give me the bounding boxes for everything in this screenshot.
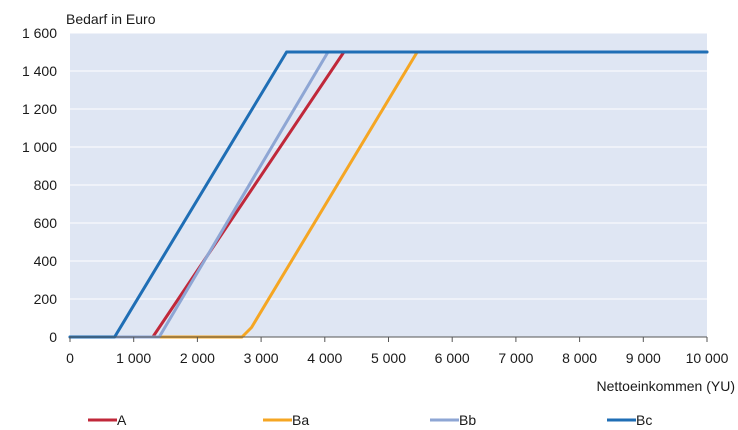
y-axis-tick-labels: 0 200 400 600 800 1 000 1 200 1 400 1 600 bbox=[22, 25, 57, 345]
gridlines bbox=[70, 32, 707, 300]
x-tick-label: 10 000 bbox=[686, 350, 729, 366]
x-tick-label: 3 000 bbox=[244, 350, 279, 366]
y-tick-label: 1 000 bbox=[22, 139, 57, 155]
y-tick-label: 800 bbox=[34, 177, 58, 193]
y-tick-label: 1 600 bbox=[22, 25, 57, 41]
x-axis-title: Nettoeinkommen (YU) bbox=[597, 378, 736, 394]
x-tick-label: 8 000 bbox=[562, 350, 597, 366]
y-tick-label: 400 bbox=[34, 253, 58, 269]
y-tick-label: 1 200 bbox=[22, 101, 57, 117]
legend-label-bb: Bb bbox=[459, 412, 476, 428]
x-tick-label: 0 bbox=[66, 350, 74, 366]
y-tick-label: 600 bbox=[34, 215, 58, 231]
x-tick-label: 7 000 bbox=[498, 350, 533, 366]
x-tick-label: 4 000 bbox=[307, 350, 342, 366]
x-tick-label: 5 000 bbox=[371, 350, 406, 366]
y-axis-title: Bedarf in Euro bbox=[66, 11, 156, 27]
legend-label-bc: Bc bbox=[636, 412, 652, 428]
legend-label-ba: Ba bbox=[292, 412, 309, 428]
y-tick-label: 1 400 bbox=[22, 63, 57, 79]
x-tick-label: 2 000 bbox=[180, 350, 215, 366]
x-tick-label: 1 000 bbox=[116, 350, 151, 366]
y-tick-label: 0 bbox=[49, 329, 57, 345]
x-tick-label: 9 000 bbox=[626, 350, 661, 366]
x-axis-tick-labels: 0 1 000 2 000 3 000 4 000 5 000 6 000 7 000 8 00… bbox=[66, 337, 729, 366]
legend: A Ba Bb Bc bbox=[88, 412, 652, 428]
x-tick-label: 6 000 bbox=[435, 350, 470, 366]
legend-label-a: A bbox=[117, 412, 127, 428]
y-tick-label: 200 bbox=[34, 291, 58, 307]
